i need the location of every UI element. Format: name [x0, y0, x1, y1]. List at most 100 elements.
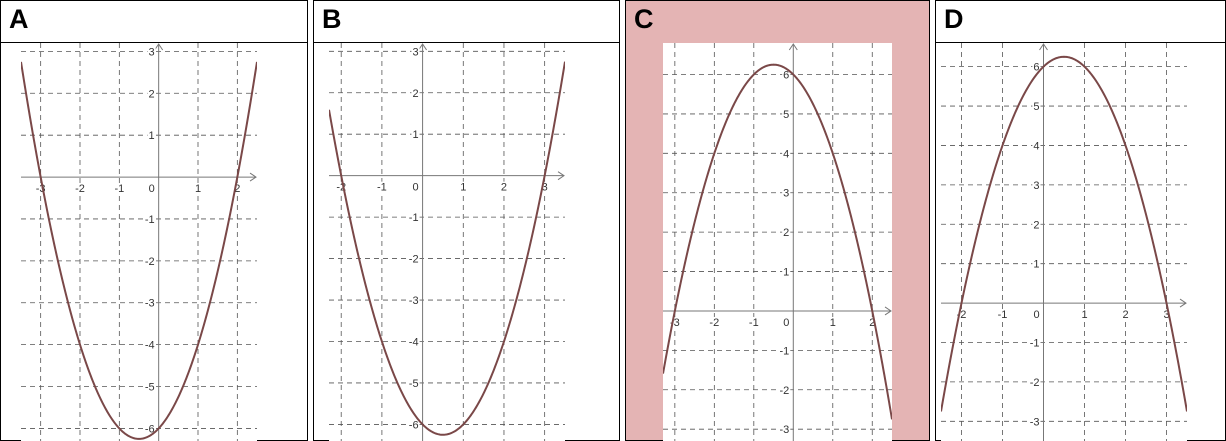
tick-label-background	[143, 255, 156, 268]
tick-label-background	[1032, 258, 1041, 271]
tick-label-background	[233, 183, 242, 196]
tick-label: 6	[1033, 62, 1039, 74]
tick-label: -5	[409, 378, 419, 390]
tick-label: 1	[412, 129, 418, 141]
tick-label: 1	[1081, 309, 1087, 321]
tick-label: -1	[1030, 337, 1040, 349]
panel-b: B -2 -1 0 1 2 3 3 2 1 -1 -2 -3 -4 -5 -6	[313, 0, 620, 441]
tick-label-background	[1032, 101, 1041, 114]
tick-label: -2	[336, 182, 346, 194]
tick-label-background	[1032, 309, 1041, 322]
tick-label-background	[143, 213, 156, 226]
tick-label: -1	[114, 183, 124, 195]
tick-label-background	[143, 297, 156, 310]
tick-label: 0	[413, 182, 419, 194]
tick-label: 1	[830, 317, 836, 329]
tick-label-background	[782, 187, 791, 200]
tick-label-background	[778, 384, 791, 397]
tick-label: 1	[149, 130, 155, 142]
tick-label: -6	[145, 423, 155, 435]
tick-label-background	[1032, 140, 1041, 153]
tick-label-background	[782, 69, 791, 82]
y-axis-arrow	[1039, 43, 1048, 51]
tick-label: -6	[409, 419, 419, 431]
tick-label-background	[113, 183, 126, 196]
tick-label-background	[955, 309, 968, 322]
tick-label: 4	[1033, 140, 1039, 152]
tick-label: -1	[780, 345, 790, 357]
panel-label-c: C	[634, 4, 654, 34]
tick-label-background	[1032, 219, 1041, 232]
tick-label-background	[1032, 179, 1041, 192]
tick-label: 2	[869, 317, 875, 329]
tick-label-background	[407, 377, 420, 390]
tick-label-background	[407, 212, 420, 225]
tick-label: 3	[1033, 180, 1039, 192]
y-axis-arrow	[154, 43, 164, 51]
tick-label-background	[1028, 416, 1041, 429]
panel-d: D -2 -1 0 1 2 3 6 5 4 3 2 1 -1 -2 -3	[935, 0, 1226, 441]
tick-label: -2	[780, 385, 790, 397]
tick-label-background	[407, 253, 420, 266]
tick-label: -2	[709, 317, 719, 329]
tick-label: 2	[1033, 219, 1039, 231]
tick-label-background	[782, 227, 791, 240]
tick-label-background	[459, 181, 468, 194]
tick-label: -3	[670, 317, 680, 329]
tick-label-background	[782, 108, 791, 121]
tick-label-background	[407, 419, 420, 432]
tick-label-background	[1080, 309, 1089, 322]
tick-label: 1	[195, 183, 201, 195]
tick-label-background	[747, 316, 760, 329]
panel-header-divider	[936, 42, 1225, 43]
y-axis-arrow	[788, 43, 798, 51]
tick-label-background	[778, 345, 791, 358]
tick-label: 3	[149, 46, 155, 58]
tick-label-background	[1121, 309, 1130, 322]
tick-label: -2	[957, 309, 967, 321]
tick-label-background	[411, 181, 420, 194]
tick-label-background	[74, 183, 86, 196]
tick-label-background	[708, 316, 721, 329]
x-axis-arrow	[1179, 298, 1187, 308]
tick-label-background	[335, 181, 348, 194]
tick-label: 0	[1033, 309, 1039, 321]
tick-label-background	[147, 46, 156, 59]
panel-label-b: B	[322, 4, 342, 34]
panel-label-a: A	[9, 4, 29, 34]
tick-label: 2	[234, 183, 240, 195]
x-axis-arrow	[249, 172, 257, 182]
tick-label: -2	[409, 254, 419, 266]
tick-label: 1	[783, 267, 789, 279]
tick-label: -3	[36, 183, 46, 195]
tick-label: -4	[409, 337, 419, 349]
panel-a: A -3 -2 -1 0 1 2 3 2 1 -1 -2 -3 -4 -5 -6	[0, 0, 308, 441]
tick-label: 5	[1033, 101, 1039, 113]
tick-label: 4	[783, 148, 789, 160]
graph-c: -3 -2 -1 0 1 2 6 5 4 3 2 1 -1 -2 -3	[663, 43, 892, 441]
tick-label: 3	[783, 188, 789, 200]
tick-label-background	[407, 336, 420, 349]
tick-label: -3	[409, 295, 419, 307]
tick-label-background	[540, 181, 549, 194]
parabola-curve	[21, 61, 257, 440]
tick-label-background	[407, 295, 420, 308]
tick-label: 3	[1163, 309, 1169, 321]
tick-label: -1	[998, 309, 1008, 321]
tick-label: -1	[749, 317, 759, 329]
parabola-curve	[663, 63, 892, 420]
tick-label: -3	[1030, 416, 1040, 428]
tick-label: -5	[145, 382, 155, 394]
tick-label: -4	[145, 340, 155, 352]
tick-label: 2	[501, 182, 507, 194]
tick-label: 3	[542, 182, 548, 194]
tick-label: 3	[412, 46, 418, 58]
tick-label: -2	[75, 183, 85, 195]
tick-label-background	[143, 339, 156, 352]
tick-label-background	[782, 148, 791, 161]
tick-label-background	[1162, 309, 1171, 322]
tick-label-background	[868, 316, 877, 329]
y-axis-arrow	[418, 43, 428, 51]
x-axis-arrow	[557, 171, 565, 181]
tick-label: -1	[145, 214, 155, 226]
